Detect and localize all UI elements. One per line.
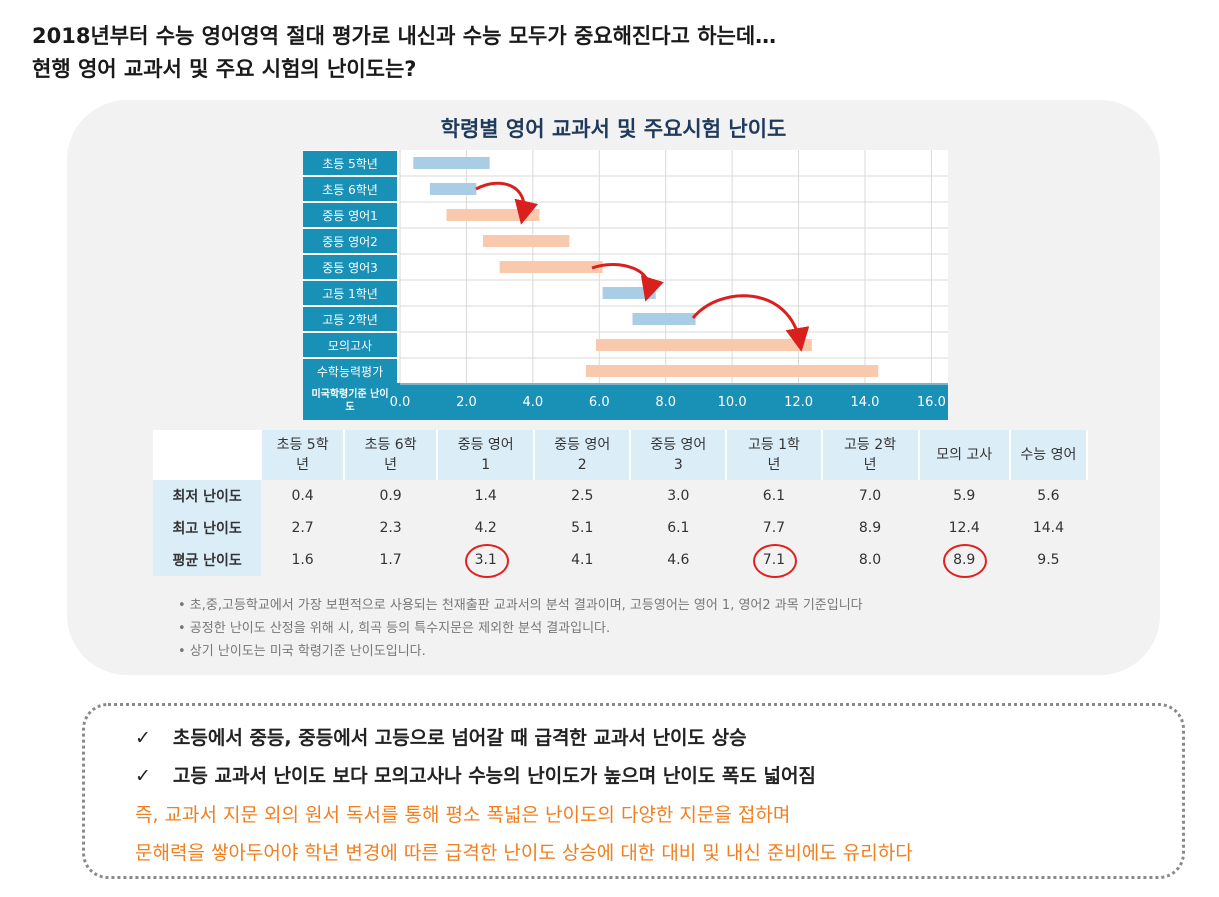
- category-cell: [303, 151, 397, 175]
- col-header: 고등 1학년: [726, 430, 823, 480]
- cell: 2.5: [571, 488, 594, 504]
- col-header: 중등 영어2: [534, 430, 632, 480]
- range-bar: [595, 339, 812, 351]
- cell: 8.9: [858, 520, 882, 536]
- x-tick-label: 10.0: [718, 395, 747, 410]
- col-header: 초등 6학년: [343, 430, 439, 480]
- conclusion: 문해력을 쌓아두어야 학년 변경에 따른 급격한 난이도 상승에 대한 대비 및…: [135, 842, 913, 864]
- row-label: 최저 난이도: [153, 480, 262, 512]
- note: • 초,중,고등학교에서 가장 보편적으로 사용되는 천재출판 교과서의 분석 …: [178, 598, 863, 613]
- range-bar: [413, 157, 490, 169]
- col-header: 고등 2학년: [821, 430, 920, 480]
- y-tick-label: 수학능력평가: [317, 365, 383, 379]
- category-cell: [303, 333, 397, 357]
- cell: 5.9: [953, 488, 976, 504]
- arrow: [691, 294, 810, 352]
- cell: 3.0: [667, 488, 690, 504]
- category-cell: [303, 359, 397, 383]
- x-tick-label: 0.0: [390, 395, 411, 410]
- conclusion: 즉, 교과서 지문 외의 원서 독서를 통해 평소 폭넓은 난이도의 다양한 지…: [135, 804, 791, 826]
- table: 초등 5학년 초등 6학년 중등 영어1 중등 영어2 중등 영어3 고등 1학…: [153, 430, 1089, 578]
- cell: 2.7: [291, 520, 314, 536]
- corner: [153, 430, 263, 480]
- col-header: 모의 고사: [918, 430, 1011, 480]
- col-header: 중등 영어3: [630, 430, 728, 480]
- category-cell: [303, 281, 397, 305]
- cell: 8.9: [919, 544, 1010, 578]
- cell: 0.4: [291, 488, 314, 504]
- cell: 2.3: [379, 520, 402, 536]
- row-label: 최고 난이도: [153, 512, 262, 544]
- col-header: 중등 영어1: [437, 430, 536, 480]
- category-cell: [303, 229, 397, 253]
- cell: 7.1: [726, 544, 821, 578]
- note: • 공정한 난이도 산정을 위해 시, 희곡 등의 특수지문은 제외한 분석 결…: [178, 621, 611, 636]
- cell: 6.1: [667, 520, 690, 536]
- summary-box: [82, 703, 1185, 879]
- table-row: 최저 난이도 0.4 0.9 1.4 2.5 3.0 6.1 7.0 5.9 5.6: [153, 480, 1087, 512]
- cell: 1.4: [474, 488, 497, 504]
- header-line: 2018년부터 수능 영어영역 절대 평가로 내신과 수능 모두가 중요해진다고…: [32, 24, 777, 48]
- category-cell: [303, 255, 397, 279]
- y-tick-label: 초등 6학년: [322, 183, 378, 197]
- cell: 7.7: [762, 520, 786, 536]
- check-item: 초등에서 중등, 중등에서 고등으로 넘어갈 때 급격한 교과서 난이도 상승: [135, 723, 747, 750]
- category-cell: [303, 203, 397, 227]
- table-row: 최고 난이도 2.7 2.3 4.2 5.1 6.1 7.7 8.9 12.4 14.4: [153, 512, 1087, 544]
- header-line: 현행 영어 교과서 및 주요 시험의 난이도는?: [32, 57, 417, 81]
- cell: 6.1: [762, 488, 786, 504]
- cell: 4.1: [571, 552, 594, 568]
- range-bar: [446, 209, 540, 221]
- x-axis-band: [303, 383, 948, 420]
- cell: 4.6: [667, 552, 690, 568]
- category-cell: [303, 307, 397, 331]
- cell: 1.6: [291, 552, 314, 568]
- y-tick-label: 중등 영어2: [322, 235, 378, 249]
- cell: 3.1: [437, 544, 534, 578]
- range-bar: [499, 261, 603, 273]
- cell: 12.4: [948, 520, 980, 536]
- y-tick-label: 고등 2학년: [322, 313, 378, 327]
- cell: 9.5: [1037, 552, 1060, 568]
- x-tick-label: 14.0: [850, 395, 879, 410]
- x-axis-title: 미국학령기준 난이도: [311, 389, 389, 413]
- chart-title: 학령별 영어 교과서 및 주요시험 난이도: [440, 117, 787, 141]
- cell: 5.6: [1037, 488, 1060, 504]
- range-bar: [632, 313, 696, 325]
- range-bar: [483, 235, 570, 247]
- y-tick-label: 중등 영어3: [322, 261, 378, 275]
- note: • 상기 난이도는 미국 학령기준 난이도입니다.: [178, 644, 426, 659]
- x-tick-label: 8.0: [655, 395, 676, 410]
- x-tick-label: 2.0: [456, 395, 477, 410]
- y-tick-label: 중등 영어1: [322, 209, 378, 223]
- table-row: 평균 난이도 1.6 1.7 3.1 4.1 4.6 7.1 8.0 8.9 9.5: [153, 544, 1087, 578]
- category-cell: [303, 177, 397, 201]
- range-bar: [429, 183, 477, 195]
- arrow: [475, 181, 538, 225]
- col-header: 초등 5학년: [261, 430, 345, 480]
- range-bar: [585, 365, 879, 377]
- cell: 7.0: [858, 488, 882, 504]
- col-header: 수능 영어: [1009, 430, 1089, 480]
- row-label: 평균 난이도: [153, 544, 262, 576]
- cell: 5.1: [571, 520, 594, 536]
- cell: 1.7: [379, 552, 402, 568]
- check-item: 고등 교과서 난이도 보다 모의고사나 수능의 난이도가 높으며 난이도 폭도 …: [135, 761, 816, 788]
- chart: 0.0 2.0 4.0 6.0 8.0 10.0 12.0 14.0 16.0 초등 5학년초등 …: [303, 150, 948, 420]
- cell: 4.2: [474, 520, 497, 536]
- x-tick-label: 6.0: [589, 395, 610, 410]
- arrow: [591, 263, 664, 302]
- y-tick-label: 모의고사: [328, 339, 372, 353]
- y-tick-label: 고등 1학년: [322, 287, 378, 301]
- cell: 0.9: [379, 488, 402, 504]
- y-tick-label: 초등 5학년: [322, 157, 378, 171]
- x-tick-label: 12.0: [784, 395, 813, 410]
- cell: 14.4: [1032, 520, 1065, 536]
- x-tick-label: 16.0: [917, 395, 946, 410]
- cell: 8.0: [858, 552, 882, 568]
- x-tick-label: 4.0: [523, 395, 544, 410]
